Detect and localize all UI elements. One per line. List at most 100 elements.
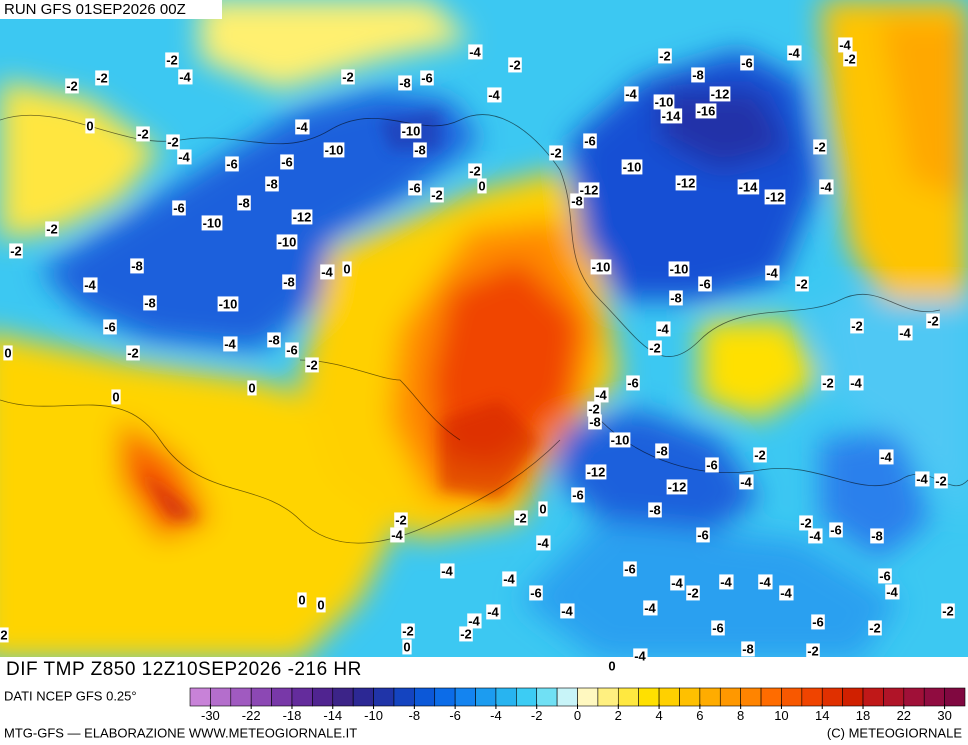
- contour-label-bg: [799, 515, 813, 531]
- contour-label: -4: [657, 321, 669, 336]
- contour-label: -4: [468, 613, 480, 628]
- contour-label: -4: [321, 264, 333, 279]
- contour-label-bg: [103, 319, 117, 335]
- colorbar-label: 18: [856, 708, 870, 723]
- colorbar-box: [719, 687, 741, 707]
- contour-label-bg: [508, 57, 522, 73]
- contour-label-bg: [408, 180, 422, 196]
- contour-label-bg: [459, 626, 473, 642]
- contour-label-bg: [9, 243, 23, 259]
- contour-label: -4: [634, 648, 646, 663]
- contour-label-bg: [165, 52, 179, 68]
- contour-label: -2: [166, 52, 178, 67]
- contour-label: -8: [871, 528, 883, 543]
- contour-label: -4: [224, 336, 236, 351]
- contour-label: -6: [584, 133, 596, 148]
- contour-label-bg: [276, 234, 298, 250]
- contour-label-bg: [719, 574, 734, 590]
- contour-label: -4: [503, 571, 515, 586]
- contour-label: -4: [780, 585, 792, 600]
- contour-label-bg: [594, 387, 609, 403]
- colorbar-box: [475, 687, 497, 707]
- colorbar-box: [393, 687, 415, 707]
- contour-label-bg: [695, 103, 717, 119]
- contour-label-bg: [696, 527, 710, 543]
- colorbar-label: -22: [242, 708, 261, 723]
- contour-label: -10: [402, 123, 421, 138]
- contour-label-bg: [668, 261, 690, 277]
- contour-label: -8: [692, 67, 704, 82]
- contour-label-bg: [623, 561, 637, 577]
- contour-label: -8: [144, 295, 156, 310]
- contour-label-bg: [870, 528, 884, 544]
- colorbar-label: -6: [449, 708, 461, 723]
- contour-label: -12: [293, 209, 312, 224]
- contour-label-bg: [705, 457, 719, 473]
- contour-label-bg: [821, 375, 835, 391]
- colorbar-label: -18: [283, 708, 302, 723]
- contour-label-bg: [915, 471, 930, 487]
- contour-label-bg: [626, 375, 640, 391]
- colorbar-box: [597, 687, 619, 707]
- colorbar-box: [699, 687, 721, 707]
- contour-label-bg: [787, 45, 802, 61]
- contour-label: -2: [46, 221, 58, 236]
- contour-label: -2: [306, 357, 318, 372]
- contour-label-bg: [838, 37, 853, 53]
- contour-label-bg: [758, 574, 773, 590]
- contour-label: -12: [677, 175, 696, 190]
- contour-label-bg: [400, 123, 422, 139]
- colorbar-box: [617, 687, 639, 707]
- contour-label-bg: [83, 277, 98, 293]
- contour-label-bg: [280, 154, 294, 170]
- colorbar-box: [495, 687, 517, 707]
- contour-label-bg: [201, 215, 223, 231]
- contour-label-bg: [394, 512, 408, 528]
- contour-label-bg: [609, 432, 631, 448]
- contour-label-bg: [739, 474, 754, 490]
- contour-label: -2: [869, 620, 881, 635]
- contour-label: 0: [539, 501, 546, 516]
- contour-label-bg: [111, 389, 121, 405]
- contour-label-bg: [267, 332, 281, 348]
- contour-label-bg: [536, 535, 551, 551]
- contour-label: 0: [86, 118, 93, 133]
- contour-label: -4: [759, 574, 771, 589]
- contour-label-bg: [514, 510, 528, 526]
- copyright-text: (C) METEOGIORNALE: [827, 725, 962, 740]
- contour-label-bg: [878, 568, 892, 584]
- contour-label: -2: [342, 69, 354, 84]
- contour-label-bg: [587, 401, 601, 417]
- contour-label: -4: [788, 45, 800, 60]
- colorbar-box: [577, 687, 599, 707]
- colorbar-box: [903, 687, 925, 707]
- contour-label: -8: [656, 443, 668, 458]
- contour-label: -4: [179, 69, 191, 84]
- contour-label-bg: [698, 276, 712, 292]
- contour-label-bg: [529, 585, 543, 601]
- contour-label: -2: [460, 626, 472, 641]
- contour-label: -6: [226, 156, 238, 171]
- contour-label-bg: [166, 134, 180, 150]
- contour-label-bg: [633, 648, 648, 664]
- contour-label: -4: [391, 527, 403, 542]
- contour-label: -10: [611, 432, 630, 447]
- colorbar-box: [536, 687, 558, 707]
- colorbar-label: 30: [937, 708, 951, 723]
- contour-label: -6: [741, 55, 753, 70]
- contour-label-bg: [590, 259, 612, 275]
- contour-label: -6: [712, 620, 724, 635]
- contour-label-bg: [225, 156, 239, 172]
- colorbar-box: [658, 687, 680, 707]
- contour-label: -6: [286, 342, 298, 357]
- colorbar-label: -8: [409, 708, 421, 723]
- contour-label-bg: [941, 603, 955, 619]
- contour-label-bg: [675, 175, 697, 191]
- contour-label: -2: [851, 318, 863, 333]
- contour-label: -10: [623, 159, 642, 174]
- contour-label-bg: [571, 487, 585, 503]
- contour-label: -16: [697, 103, 716, 118]
- contour-label: -4: [488, 87, 500, 102]
- contour-label: 2: [0, 627, 7, 642]
- colorbar-box: [434, 687, 456, 707]
